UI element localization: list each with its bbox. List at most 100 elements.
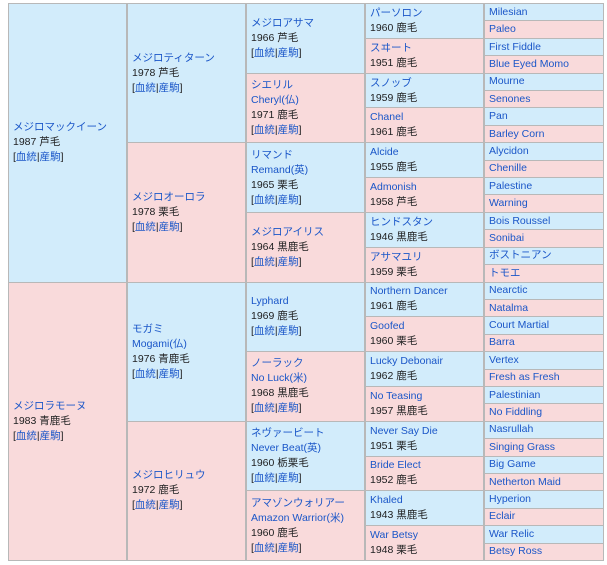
offspring-link[interactable]: 産駒 xyxy=(158,81,180,94)
offspring-link[interactable]: 産駒 xyxy=(39,429,61,442)
horse-name-link[interactable]: Court Martial xyxy=(489,319,550,332)
offspring-link[interactable]: 産駒 xyxy=(277,472,299,485)
offspring-link[interactable]: 産駒 xyxy=(39,151,61,164)
bloodline-link[interactable]: 血統 xyxy=(253,402,275,415)
horse-name-link[interactable]: Nearctic xyxy=(489,284,528,297)
bloodline-link[interactable]: 血統 xyxy=(15,151,37,164)
horse-name-link[interactable]: Admonish xyxy=(370,180,417,193)
horse-name-link[interactable]: モガミ xyxy=(132,322,164,335)
horse-name-link[interactable]: アサマユリ xyxy=(370,250,423,263)
horse-name-link[interactable]: パーソロン xyxy=(370,6,423,19)
horse-name-link[interactable]: スノッブ xyxy=(370,76,412,89)
horse-alt-name-link[interactable]: Never Beat(英) xyxy=(251,442,322,455)
horse-name-link[interactable]: Senones xyxy=(489,92,531,105)
horse-name-link[interactable]: Bride Elect xyxy=(370,459,421,472)
horse-name-link[interactable]: Hyperion xyxy=(489,493,532,506)
horse-name-link[interactable]: Never Say Die xyxy=(370,424,438,437)
bloodline-link[interactable]: 血統 xyxy=(134,220,156,233)
horse-alt-name-link[interactable]: Remand(英) xyxy=(251,163,309,176)
offspring-link[interactable]: 産駒 xyxy=(158,367,180,380)
horse-alt-name-link[interactable]: Cheryl(仏) xyxy=(251,93,299,106)
pedigree-links-row: [血統|産駒] xyxy=(251,255,302,268)
horse-name-link[interactable]: Big Game xyxy=(489,458,536,471)
horse-name-link[interactable]: Vertex xyxy=(489,353,519,366)
bloodline-link[interactable]: 血統 xyxy=(253,325,275,338)
horse-name-link[interactable]: Palestinian xyxy=(489,388,541,401)
bloodline-link[interactable]: 血統 xyxy=(15,429,37,442)
horse-name-link[interactable]: No Fiddling xyxy=(489,406,543,419)
horse-name-link[interactable]: Lyphard xyxy=(251,295,289,308)
bloodline-link[interactable]: 血統 xyxy=(253,193,275,206)
horse-name-link[interactable]: Bois Roussel xyxy=(489,214,551,227)
horse-name-link[interactable]: Barley Corn xyxy=(489,127,545,140)
offspring-link[interactable]: 産駒 xyxy=(277,46,299,59)
horse-name-link[interactable]: Pan xyxy=(489,110,508,123)
bloodline-link[interactable]: 血統 xyxy=(134,499,156,512)
horse-name-link[interactable]: Betsy Ross xyxy=(489,545,543,558)
horse-name-link[interactable]: Khaled xyxy=(370,494,403,507)
gen5-horse-cell: Sonibai xyxy=(484,229,604,248)
horse-name-link[interactable]: ノーラック xyxy=(251,357,304,370)
bloodline-link[interactable]: 血統 xyxy=(134,81,156,94)
horse-name-link[interactable]: Goofed xyxy=(370,320,405,333)
horse-name-link[interactable]: メジロオーロラ xyxy=(132,190,206,203)
horse-name-link[interactable]: War Relic xyxy=(489,527,535,540)
horse-name-link[interactable]: Alcide xyxy=(370,146,399,159)
horse-name-link[interactable]: メジロマックイーン xyxy=(13,121,107,134)
horse-name-link[interactable]: Northern Dancer xyxy=(370,285,448,298)
horse-name-link[interactable]: メジロアサマ xyxy=(251,16,314,29)
horse-name-link[interactable]: Warning xyxy=(489,197,528,210)
horse-name-link[interactable]: Palestine xyxy=(489,179,533,192)
offspring-link[interactable]: 産駒 xyxy=(277,402,299,415)
horse-name-link[interactable]: スヰート xyxy=(370,41,412,54)
horse-name-link[interactable]: Paleo xyxy=(489,23,516,36)
horse-name-link[interactable]: Netherton Maid xyxy=(489,475,561,488)
horse-name-link[interactable]: No Teasing xyxy=(370,389,423,402)
offspring-link[interactable]: 産駒 xyxy=(158,499,180,512)
horse-name-link[interactable]: ヒンドスタン xyxy=(370,215,433,228)
horse-name-link[interactable]: Alycidon xyxy=(489,144,529,157)
bloodline-link[interactable]: 血統 xyxy=(253,255,275,268)
horse-name-link[interactable]: メジロティターン xyxy=(132,51,215,64)
horse-name-link[interactable]: Blue Eyed Momo xyxy=(489,57,569,70)
bloodline-link[interactable]: 血統 xyxy=(253,46,275,59)
offspring-link[interactable]: 産駒 xyxy=(277,541,299,554)
horse-name-link[interactable]: ボストニアン xyxy=(489,249,552,262)
horse-name-link[interactable]: メジロアイリス xyxy=(251,225,324,238)
gen3-horse-cell: メジロアサマ 1966 芦毛 [血統|産駒] xyxy=(246,3,365,74)
horse-name-link[interactable]: First Fiddle xyxy=(489,40,541,53)
horse-alt-name-link[interactable]: No Luck(米) xyxy=(251,372,308,385)
horse-name-link[interactable]: リマンド xyxy=(251,148,293,161)
bloodline-link[interactable]: 血統 xyxy=(134,367,156,380)
horse-name-link[interactable]: War Betsy xyxy=(370,529,419,542)
offspring-link[interactable]: 産駒 xyxy=(277,123,299,136)
horse-name-link[interactable]: Singing Grass xyxy=(489,440,555,453)
horse-name-link[interactable]: Natalma xyxy=(489,301,529,314)
horse-name-link[interactable]: Nasrullah xyxy=(489,423,534,436)
horse-name-link[interactable]: Eclair xyxy=(489,510,516,523)
horse-name-link[interactable]: ネヴァービート xyxy=(251,427,325,440)
offspring-link[interactable]: 産駒 xyxy=(158,220,180,233)
horse-name-link[interactable]: トモエ xyxy=(489,266,521,279)
horse-name-link[interactable]: Fresh as Fresh xyxy=(489,371,560,384)
horse-name-link[interactable]: メジロヒリュウ xyxy=(132,469,206,482)
horse-name-link[interactable]: Chanel xyxy=(370,111,404,124)
horse-name-link[interactable]: Chenille xyxy=(489,162,527,175)
horse-name-link[interactable]: シエリル xyxy=(251,78,293,91)
horse-alt-name-link[interactable]: Mogami(仏) xyxy=(132,337,187,350)
bloodline-link[interactable]: 血統 xyxy=(253,123,275,136)
horse-name-link[interactable]: Milesian xyxy=(489,5,528,18)
horse-name-link[interactable]: メジロラモーヌ xyxy=(13,399,87,412)
horse-name-link[interactable]: Mourne xyxy=(489,75,525,88)
horse-name-link[interactable]: アマゾンウォリアー xyxy=(251,496,345,509)
offspring-link[interactable]: 産駒 xyxy=(277,193,299,206)
horse-alt-name-link[interactable]: Amazon Warrior(米) xyxy=(251,511,344,524)
horse-name-link[interactable]: Barra xyxy=(489,336,515,349)
horse-name-link[interactable]: Sonibai xyxy=(489,231,525,244)
bloodline-link[interactable]: 血統 xyxy=(253,472,275,485)
year-color-label: 1976 青鹿毛 xyxy=(132,352,190,365)
offspring-link[interactable]: 産駒 xyxy=(277,325,299,338)
offspring-link[interactable]: 産駒 xyxy=(277,255,299,268)
horse-name-link[interactable]: Lucky Debonair xyxy=(370,355,443,368)
bloodline-link[interactable]: 血統 xyxy=(253,541,275,554)
